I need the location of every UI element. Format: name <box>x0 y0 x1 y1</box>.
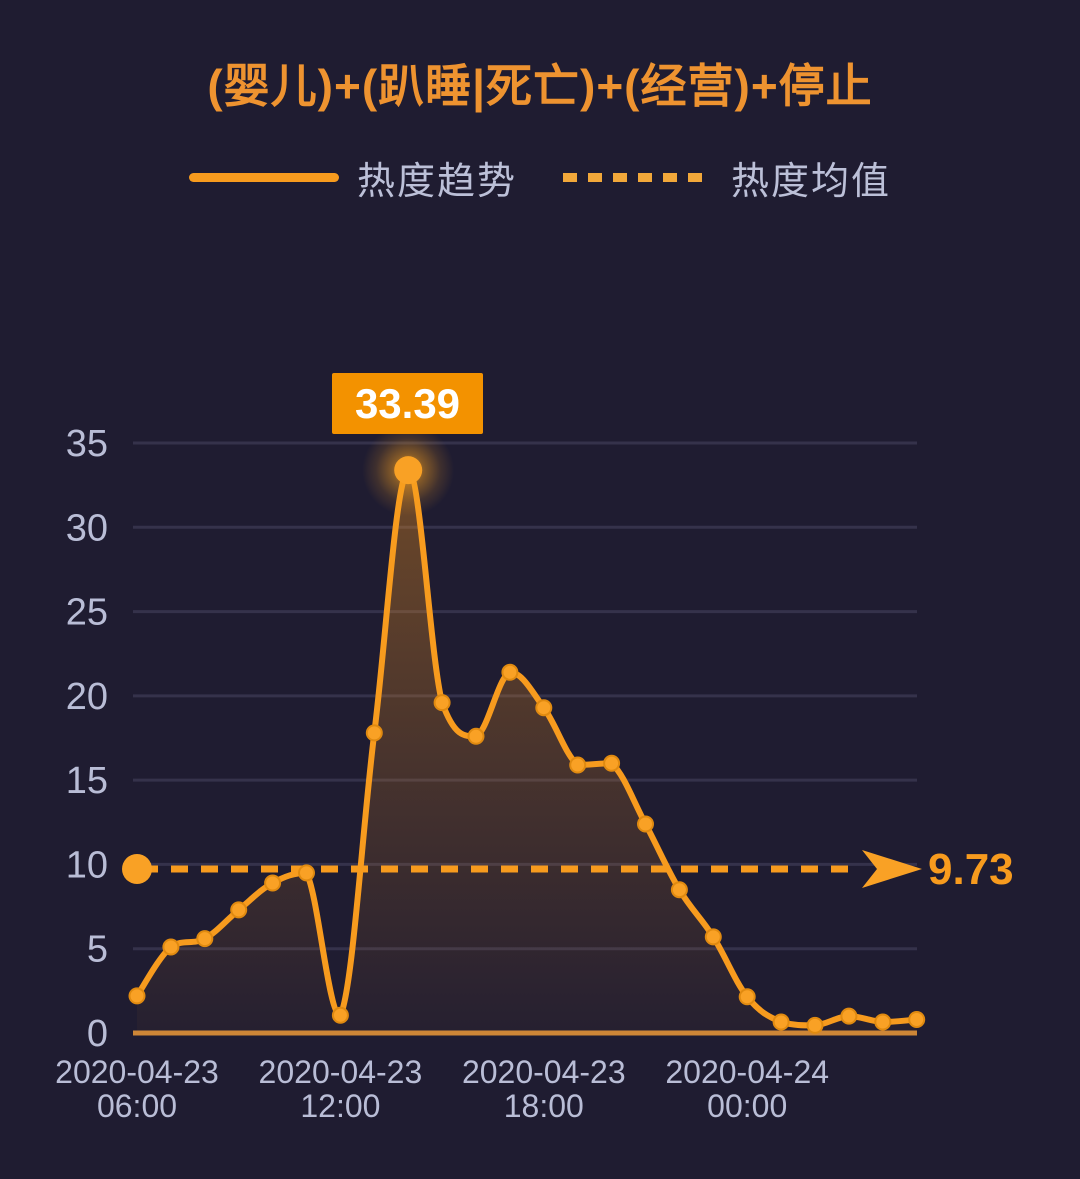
y-axis-tick-label: 10 <box>66 844 108 886</box>
y-axis-tick-label: 15 <box>66 760 108 802</box>
y-axis-tick-label: 20 <box>66 676 108 718</box>
trend-line-swatch-icon <box>188 173 339 182</box>
data-point[interactable] <box>603 754 621 772</box>
mean-value-label: 9.73 <box>928 845 1014 894</box>
data-point[interactable] <box>535 699 553 717</box>
chart-title: (婴儿)+(趴睡|死亡)+(经营)+停止 <box>207 60 873 112</box>
trend-area-fill <box>137 470 917 1034</box>
data-point[interactable] <box>874 1013 892 1031</box>
data-point[interactable] <box>772 1013 790 1031</box>
data-point[interactable] <box>196 930 214 948</box>
data-point[interactable] <box>298 864 315 882</box>
data-point[interactable] <box>670 881 688 899</box>
data-point[interactable] <box>908 1011 926 1028</box>
data-point[interactable] <box>569 756 587 774</box>
legend: 热度趋势 热度均值 <box>0 150 1080 205</box>
mean-line-start-dot <box>122 853 152 884</box>
data-point[interactable] <box>467 727 485 745</box>
data-point[interactable] <box>433 694 451 712</box>
data-point[interactable] <box>230 901 248 919</box>
data-point[interactable] <box>264 874 282 892</box>
x-axis-tick-label: 2020-04-23 18:00 <box>462 1054 626 1124</box>
data-point[interactable] <box>806 1016 824 1034</box>
y-axis-tick-label: 5 <box>87 929 108 971</box>
y-axis-tick-label: 30 <box>66 507 108 549</box>
data-point[interactable] <box>162 938 180 956</box>
data-point[interactable] <box>331 1006 349 1024</box>
peak-value-badge: 33.39 <box>332 373 483 434</box>
mean-arrow-icon <box>862 849 922 888</box>
legend-item-trend[interactable]: 热度趋势 <box>188 150 517 205</box>
peak-marker[interactable] <box>394 456 423 485</box>
data-point[interactable] <box>128 987 146 1005</box>
data-point[interactable] <box>840 1007 858 1025</box>
x-axis-tick-label: 2020-04-24 00:00 <box>665 1054 829 1124</box>
y-axis-tick-label: 25 <box>66 592 108 634</box>
data-point[interactable] <box>704 928 722 946</box>
data-point[interactable] <box>365 724 383 742</box>
y-axis-tick-label: 35 <box>66 423 108 465</box>
y-axis-tick-label: 0 <box>87 1013 108 1055</box>
x-axis-tick-label: 2020-04-23 12:00 <box>259 1054 423 1124</box>
legend-label-mean: 热度均值 <box>731 161 892 203</box>
legend-item-mean[interactable]: 热度均值 <box>563 150 891 205</box>
data-point[interactable] <box>501 663 519 681</box>
data-point[interactable] <box>738 988 756 1006</box>
legend-label-trend: 热度趋势 <box>356 161 517 203</box>
data-point[interactable] <box>637 815 654 833</box>
x-axis-tick-label: 2020-04-23 06:00 <box>55 1054 219 1124</box>
mean-line-swatch-icon <box>563 173 713 182</box>
